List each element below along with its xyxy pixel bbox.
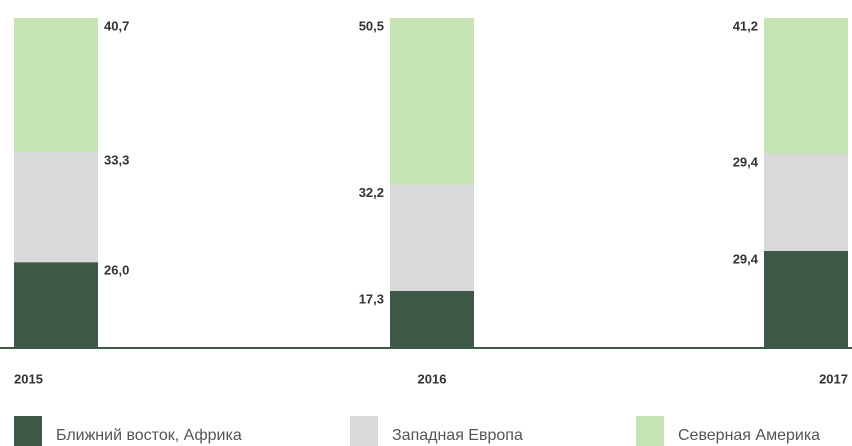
legend-label: Ближний восток, Африка [56, 427, 242, 444]
legend-swatch [350, 416, 378, 446]
bar-segment [14, 262, 98, 348]
value-label: 26,0 [104, 263, 129, 278]
bar-segment [764, 18, 848, 154]
bar-segment [14, 18, 98, 153]
bar-segment [390, 184, 474, 291]
legend-swatch [14, 416, 42, 446]
value-label: 29,4 [733, 154, 759, 169]
x-tick-label: 2015 [14, 371, 43, 386]
bar-segment [390, 18, 474, 185]
value-label: 50,5 [359, 18, 384, 33]
value-label: 32,2 [359, 185, 384, 200]
legend-label: Северная Америка [678, 427, 820, 444]
value-label: 33,3 [104, 153, 129, 168]
x-tick-label: 2017 [819, 371, 848, 386]
x-tick-label: 2016 [418, 371, 447, 386]
legend-swatch [636, 416, 664, 446]
value-label: 41,2 [733, 18, 758, 33]
value-label: 17,3 [359, 291, 384, 306]
bar-segment [764, 250, 848, 348]
value-label: 29,4 [733, 251, 759, 266]
legend-label: Западная Европа [392, 427, 523, 444]
bar-segment [764, 153, 848, 251]
value-label: 40,7 [104, 18, 129, 33]
bar-segment [390, 290, 474, 348]
bar-segment [14, 152, 98, 263]
